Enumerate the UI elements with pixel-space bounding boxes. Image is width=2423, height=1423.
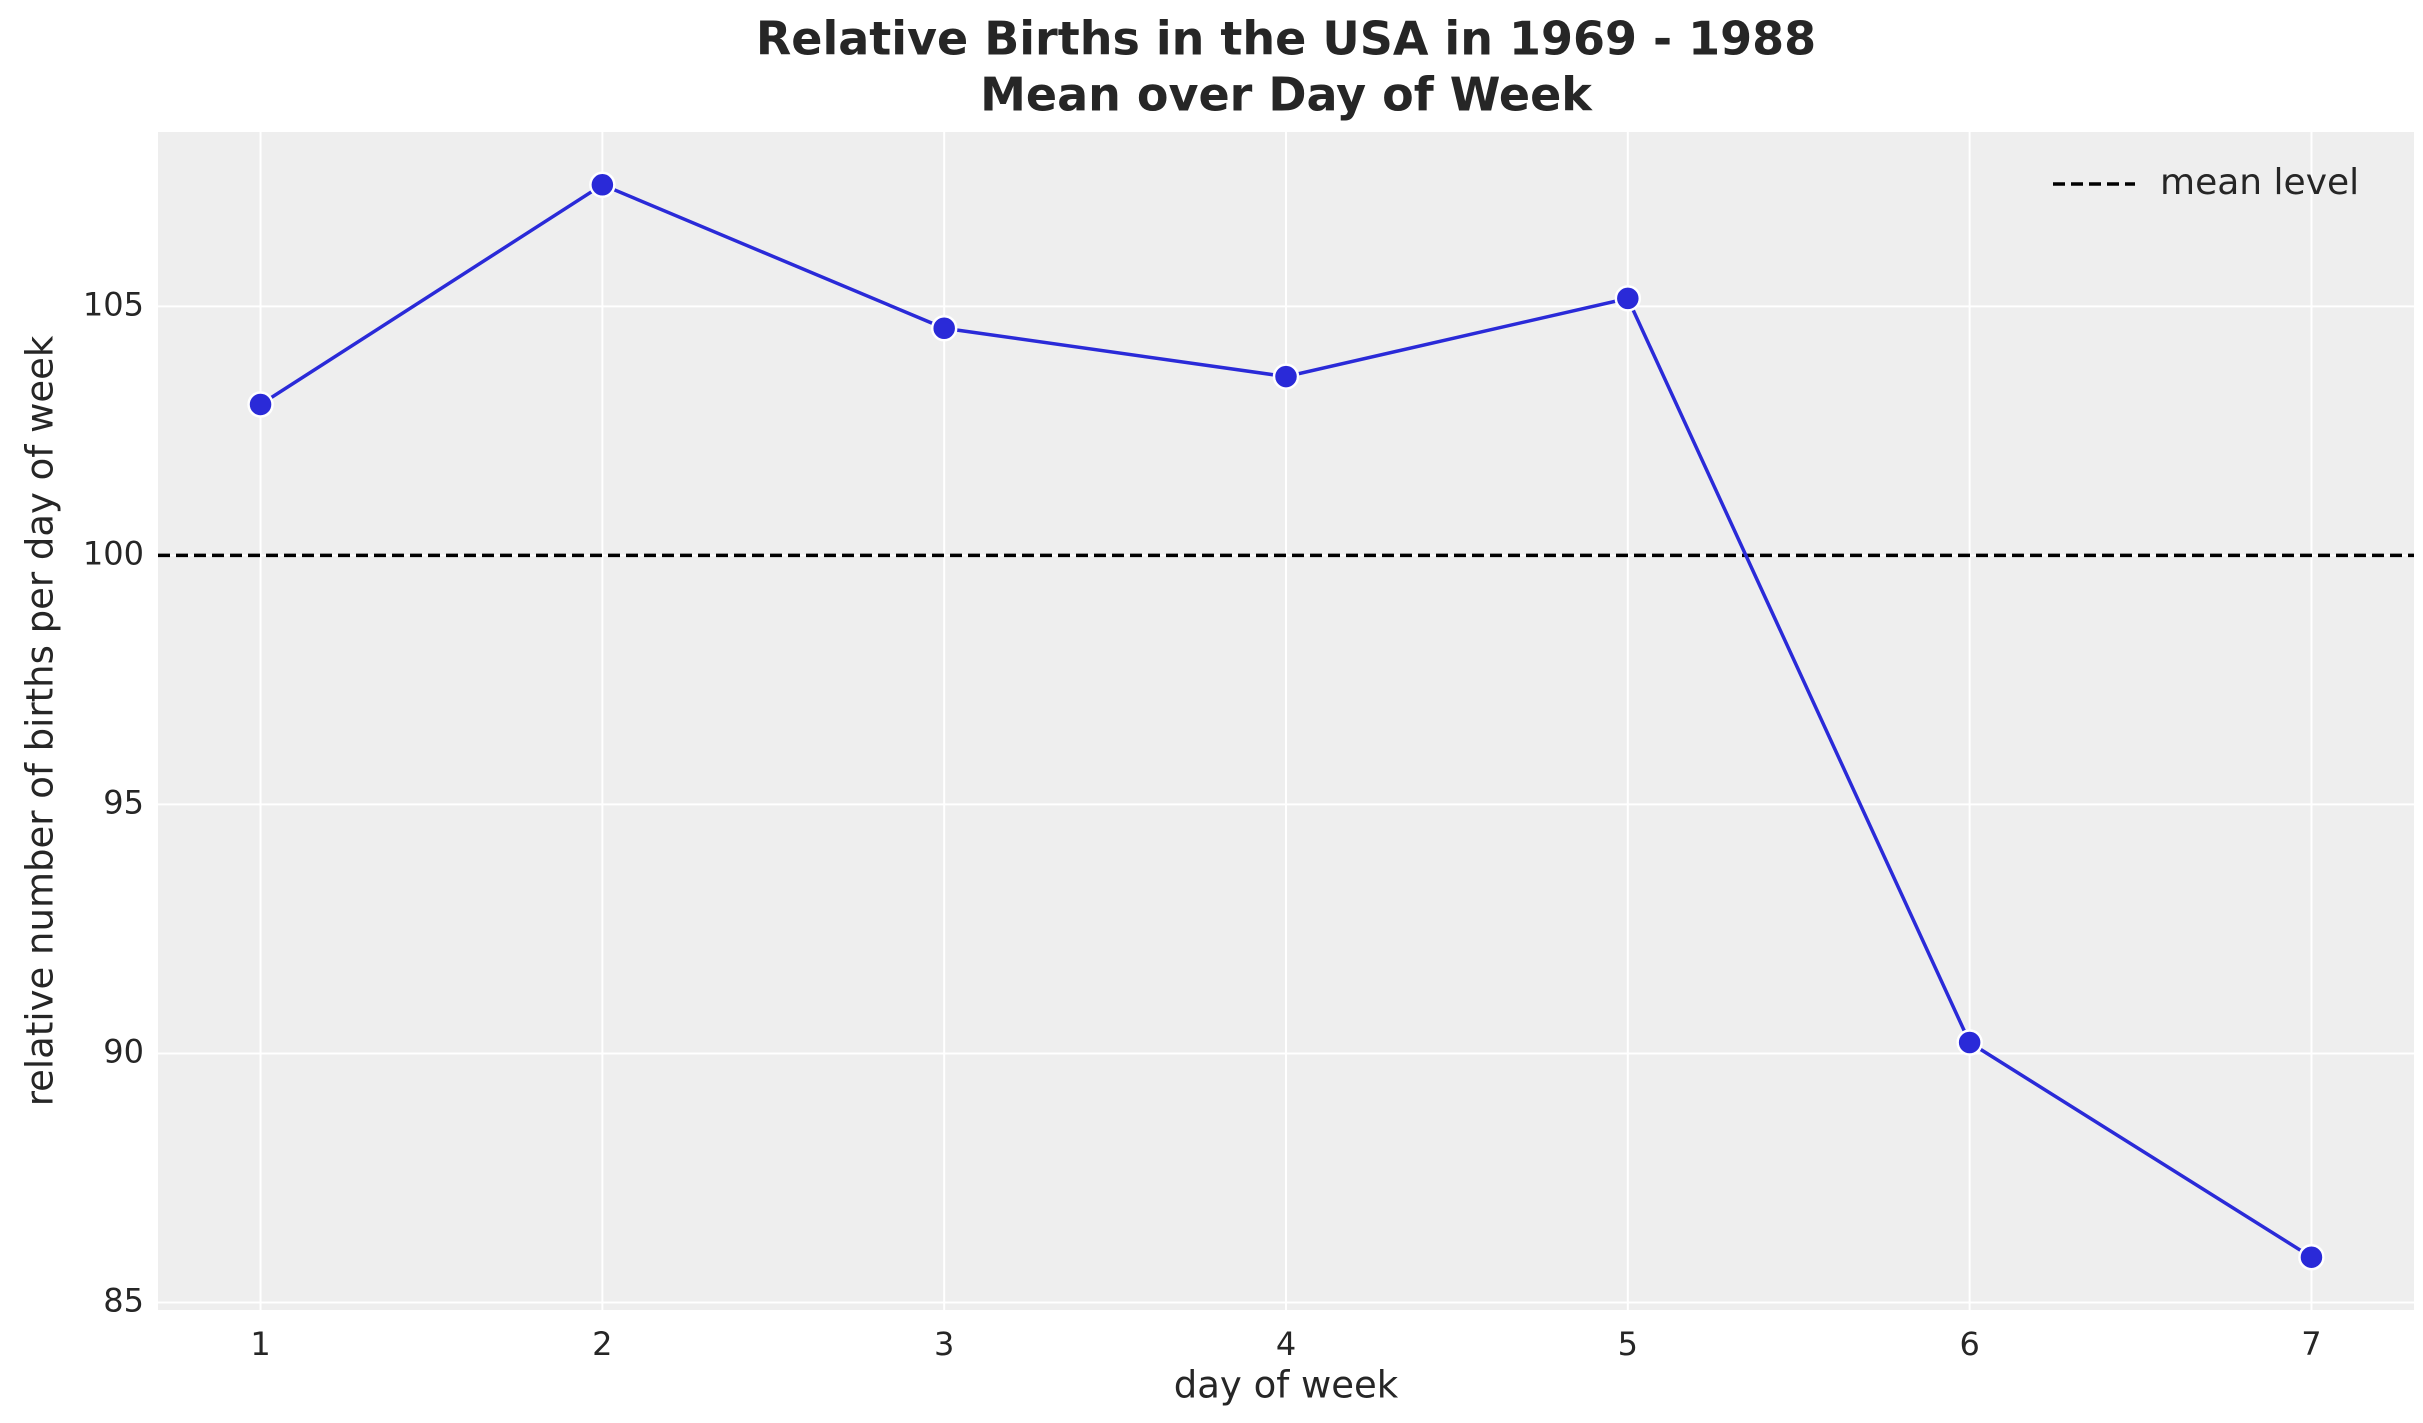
y-tick-label: 100 (83, 534, 144, 572)
x-tick-label: 1 (250, 1325, 270, 1363)
y-tick-label: 90 (103, 1032, 144, 1070)
chart-subtitle: Mean over Day of Week (980, 68, 1593, 122)
series-marker (247, 391, 274, 418)
x-tick-label: 4 (1276, 1325, 1296, 1363)
series-marker (1614, 285, 1642, 312)
y-axis-label: relative number of births per day of wee… (19, 335, 62, 1106)
series-marker (589, 171, 616, 199)
series-marker (1272, 363, 1300, 390)
y-tick-label: 85 (103, 1282, 144, 1320)
legend-label: mean level (2160, 162, 2359, 203)
y-tick-label: 105 (83, 285, 144, 323)
chart-title: Relative Births in the USA in 1969 - 198… (756, 12, 1816, 66)
x-axis-label: day of week (1174, 1364, 1399, 1407)
y-tick-label: 95 (103, 783, 144, 821)
x-tick-label: 7 (2301, 1325, 2321, 1363)
x-tick-label: 5 (1618, 1325, 1638, 1363)
x-tick-label: 2 (592, 1325, 612, 1363)
series-marker (1956, 1029, 1983, 1056)
x-tick-label: 3 (934, 1325, 954, 1363)
series-marker (930, 315, 958, 342)
series-marker (2298, 1243, 2325, 1271)
x-tick-label: 6 (1959, 1325, 1979, 1363)
